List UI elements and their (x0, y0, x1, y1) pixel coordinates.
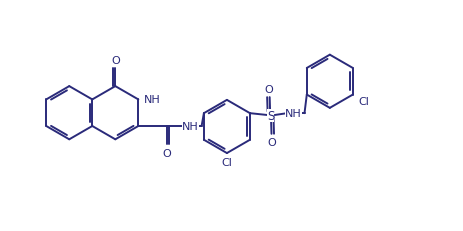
Text: S: S (266, 109, 274, 122)
Text: Cl: Cl (221, 158, 232, 167)
Text: NH: NH (181, 122, 198, 131)
Text: O: O (111, 55, 119, 65)
Text: NH: NH (284, 109, 301, 119)
Text: O: O (162, 148, 171, 158)
Text: NH: NH (144, 95, 161, 105)
Text: Cl: Cl (358, 97, 369, 107)
Text: O: O (264, 85, 273, 94)
Text: O: O (267, 137, 276, 147)
Text: H: H (186, 122, 194, 131)
